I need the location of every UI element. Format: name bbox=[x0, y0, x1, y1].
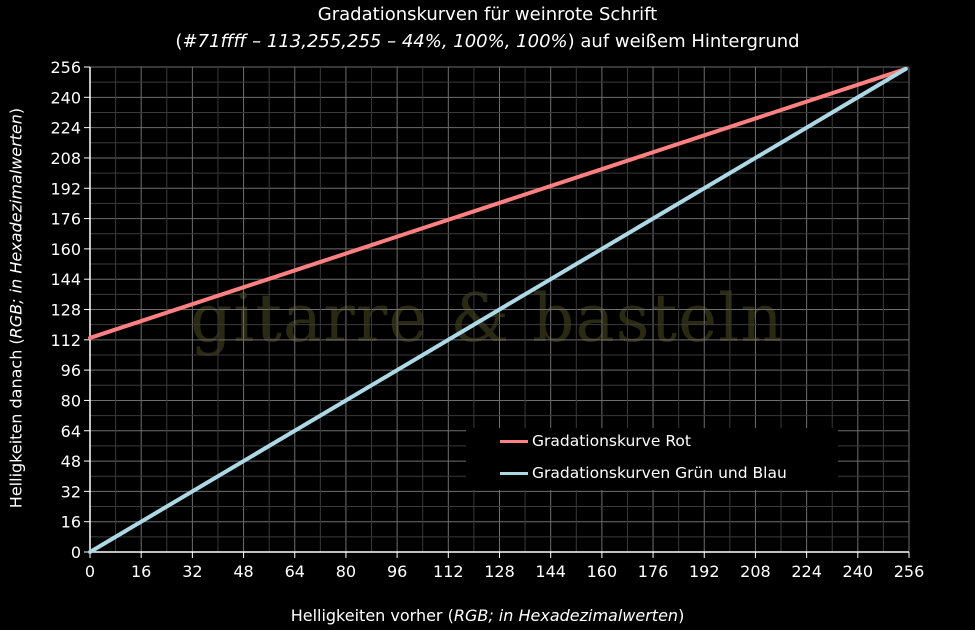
legend-swatch-red bbox=[500, 440, 528, 443]
chart-subtitle: (#71ffff – 113,255,255 – 44%, 100%, 100%… bbox=[175, 31, 800, 52]
x-tick-label: 256 bbox=[894, 562, 925, 581]
y-tick-label: 0 bbox=[71, 543, 81, 562]
x-tick-label: 160 bbox=[587, 562, 618, 581]
x-axis-label: Helligkeiten vorher (RGB; in Hexadezimal… bbox=[290, 606, 685, 625]
x-tick-label: 112 bbox=[433, 562, 464, 581]
y-tick-label: 160 bbox=[50, 240, 81, 259]
chart-title: Gradationskurven für weinrote Schrift bbox=[317, 4, 658, 25]
y-tick-label: 32 bbox=[61, 482, 81, 501]
y-tick-label: 112 bbox=[50, 331, 81, 350]
y-axis-label: Helligkeiten danach (RGB; in Hexadezimal… bbox=[6, 107, 26, 509]
x-tick-label: 176 bbox=[638, 562, 669, 581]
x-tick-label: 144 bbox=[535, 562, 566, 581]
x-tick-label: 0 bbox=[85, 562, 95, 581]
y-tick-label: 208 bbox=[50, 149, 81, 168]
y-tick-label: 176 bbox=[50, 210, 81, 229]
y-tick-label: 224 bbox=[50, 119, 81, 138]
y-tick-label: 64 bbox=[61, 422, 81, 441]
x-tick-label: 240 bbox=[843, 562, 874, 581]
x-tick-label: 48 bbox=[233, 562, 253, 581]
y-tick-label: 96 bbox=[61, 361, 81, 380]
y-tick-label: 256 bbox=[50, 58, 81, 77]
series-line-0 bbox=[88, 66, 908, 340]
x-tick-label: 80 bbox=[336, 562, 356, 581]
series-line-1 bbox=[88, 66, 908, 554]
x-tick-label: 32 bbox=[182, 562, 202, 581]
y-tick-label: 48 bbox=[61, 452, 81, 471]
y-tick-label: 144 bbox=[50, 270, 81, 289]
x-tick-label: 224 bbox=[791, 562, 822, 581]
y-tick-label: 128 bbox=[50, 301, 81, 320]
x-tick-label: 64 bbox=[285, 562, 305, 581]
legend-item-green-blue: Gradationskurven Grün und Blau bbox=[500, 464, 787, 484]
legend: Gradationskurve Rot Gradationskurven Grü… bbox=[466, 428, 838, 490]
y-tick-label: 240 bbox=[50, 88, 81, 107]
y-tick-label: 192 bbox=[50, 179, 81, 198]
x-tick-label: 96 bbox=[387, 562, 407, 581]
x-tick-label: 128 bbox=[484, 562, 515, 581]
y-tick-label: 16 bbox=[61, 513, 81, 532]
legend-item-red: Gradationskurve Rot bbox=[500, 432, 691, 452]
x-tick-label: 208 bbox=[740, 562, 771, 581]
x-tick-label: 16 bbox=[131, 562, 151, 581]
y-tick-label: 80 bbox=[61, 391, 81, 410]
legend-swatch-green-blue bbox=[500, 472, 528, 475]
x-tick-label: 192 bbox=[689, 562, 720, 581]
